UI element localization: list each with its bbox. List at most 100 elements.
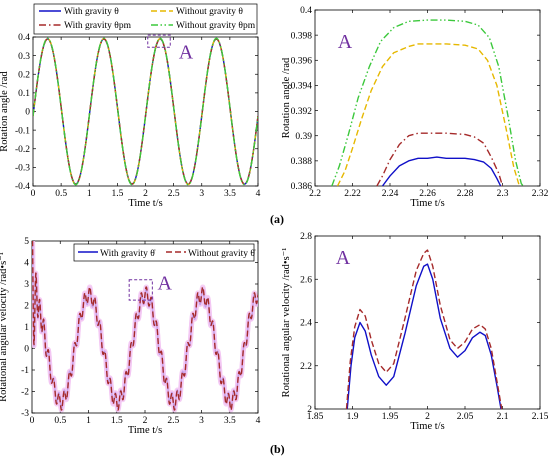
- x-axis-label: Time t/s: [410, 198, 444, 209]
- series-line: [346, 263, 502, 410]
- y-tick-label: 0.2: [18, 70, 30, 80]
- annotation-label: A: [179, 41, 194, 63]
- legend-entry: With gravity θpm: [64, 21, 132, 31]
- y-tick-label: 0.388: [291, 157, 313, 167]
- x-tick-label: 3.5: [224, 416, 236, 426]
- chart-b-left: 0 0.5 1 1.5 2 2.5 3 3.5 4 -3 -2 -1 0 1 2 3 4 5 Time t/s Rot…: [0, 237, 261, 436]
- y-tick-label: 2.2: [300, 362, 312, 372]
- x-tick-label: 2: [143, 416, 148, 426]
- series-line: [345, 249, 503, 410]
- y-tick-label: -2: [21, 388, 29, 398]
- y-tick-label: 0.392: [291, 107, 313, 117]
- panel-label-a: (a): [270, 212, 284, 226]
- x-tick-label: 2.3: [497, 189, 509, 199]
- series-line: [376, 132, 504, 187]
- x-tick-label: 2: [143, 189, 148, 199]
- x-tick-label: 2.28: [457, 189, 474, 199]
- y-tick-label: 0.4: [300, 6, 312, 16]
- y-tick-label: 2: [307, 405, 312, 415]
- x-axis-label: Time t/s: [128, 198, 162, 209]
- y-axis-label: Rotational angular velocity /rad•s⁻¹: [0, 252, 9, 402]
- legend-entry: Without gravity θ: [176, 7, 243, 17]
- x-tick-label: 1.5: [111, 416, 123, 426]
- y-tick-label: -0.4: [15, 182, 30, 192]
- x-tick-label: 2.5: [167, 416, 179, 426]
- chart-a-left: 0 0.5 1 1.5 2 2.5 3 3.5 4 -0.4 -0.3 -0.2 -0.1 0 0.1 0.2…: [0, 3, 261, 209]
- legend-entry: Without gravity θpm: [176, 21, 256, 31]
- y-tick-label: 0.396: [291, 56, 313, 66]
- series-line: [33, 38, 258, 185]
- y-tick-label: 2: [24, 302, 29, 312]
- y-axis-label: Rotation angle /rad: [281, 57, 292, 138]
- chart-b-right: 1.85 1.9 1.95 2 2.05 2.1 2.15 2 2.2 2.4 2.6 2.8 Time…: [281, 232, 549, 432]
- y-tick-label: 0.386: [291, 182, 313, 192]
- x-tick-label: 2.22: [344, 189, 361, 199]
- y-tick-label: -3: [21, 409, 29, 419]
- y-tick-label: 0.3: [18, 52, 30, 62]
- legend-entry: With gravity θ̇: [100, 249, 156, 259]
- x-tick-label: 2.26: [419, 189, 436, 199]
- x-tick-label: 2.1: [497, 412, 509, 422]
- series-line: [381, 156, 502, 187]
- series-line: [33, 37, 258, 186]
- x-tick-label: 2: [425, 412, 430, 422]
- legend: With gravity θ̇ Without gravity θ̇: [73, 243, 256, 262]
- x-tick-label: 1.95: [382, 412, 399, 422]
- legend-frame: [33, 3, 258, 35]
- annotation-label: A: [158, 272, 173, 294]
- legend-frame: [73, 243, 255, 262]
- annotation-label: A: [338, 31, 353, 53]
- y-axis-label: Rotation angle /rad: [0, 71, 10, 152]
- panel-label-b: (b): [270, 442, 285, 456]
- y-tick-label: -0.3: [15, 164, 30, 174]
- y-tick-label: -0.2: [15, 145, 30, 155]
- series-line: [331, 19, 524, 187]
- x-tick-label: 2.24: [382, 189, 399, 199]
- series-line: [336, 43, 521, 187]
- y-tick-label: 0.394: [291, 82, 313, 92]
- y-tick-label: 2.4: [300, 319, 312, 329]
- y-tick-label: -1: [21, 366, 29, 376]
- annotation-box: [128, 279, 153, 301]
- annotation-label: A: [336, 247, 351, 269]
- x-tick-label: 0: [30, 416, 35, 426]
- x-tick-label: 2.15: [532, 412, 549, 422]
- series-group: [33, 37, 258, 186]
- legend-entry: With gravity θ: [64, 7, 119, 17]
- x-tick-label: 3.5: [224, 189, 236, 199]
- x-tick-label: 2.2: [309, 189, 321, 199]
- y-tick-label: 1: [24, 323, 29, 333]
- x-tick-label: 3: [199, 189, 204, 199]
- x-axis-label: Time t/s: [410, 421, 444, 432]
- y-axis-label: Rotational angular velocity /rad•s⁻¹: [281, 248, 292, 398]
- x-tick-label: 2.05: [457, 412, 474, 422]
- x-tick-label: 2.5: [168, 189, 180, 199]
- y-tick-label: 0.1: [18, 89, 30, 99]
- plot-area: [314, 9, 541, 187]
- x-tick-label: 1: [87, 189, 92, 199]
- y-tick-label: 2.8: [300, 232, 312, 242]
- y-tick-label: 2.6: [300, 275, 312, 285]
- series-group: [32, 241, 258, 413]
- series-line: [32, 241, 258, 411]
- y-tick-label: 4: [24, 259, 29, 269]
- y-tick-label: 0.4: [18, 33, 30, 43]
- y-tick-label: 0.398: [291, 31, 313, 41]
- x-tick-label: 0.5: [55, 189, 67, 199]
- legend: With gravity θ Without gravity θ With grav…: [33, 3, 258, 35]
- x-axis-label: Time t/s: [128, 425, 162, 436]
- x-tick-label: 3: [199, 416, 204, 426]
- chart-a-right: 2.2 2.22 2.24 2.26 2.28 2.3 2.32 0.386 0.388 0.39…: [281, 6, 549, 209]
- x-tick-label: 4: [256, 416, 261, 426]
- x-tick-label: 1.5: [111, 189, 123, 199]
- y-tick-label: 0: [24, 345, 29, 355]
- x-tick-label: 1.9: [347, 412, 359, 422]
- x-tick-label: 2.32: [532, 189, 549, 199]
- legend-entry: Without gravity θ̇: [188, 249, 256, 259]
- y-tick-label: 0.39: [295, 132, 312, 142]
- annotation-box: [147, 34, 171, 48]
- x-tick-label: 1.85: [307, 412, 324, 422]
- y-tick-label: 0: [25, 108, 30, 118]
- y-tick-label: 3: [24, 280, 29, 290]
